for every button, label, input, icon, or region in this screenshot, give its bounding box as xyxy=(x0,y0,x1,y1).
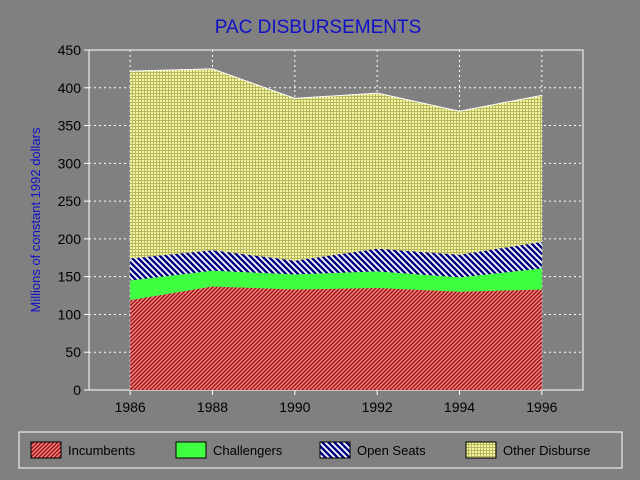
legend-item-open-seats: Open Seats xyxy=(319,441,426,459)
legend-swatch xyxy=(30,441,62,459)
y-tick-label: 50 xyxy=(65,344,81,360)
stacked-areas xyxy=(130,68,542,390)
y-tick-label: 100 xyxy=(58,306,82,322)
area-incumbents xyxy=(130,286,542,390)
legend-label: Incumbents xyxy=(68,443,136,458)
legend-label: Open Seats xyxy=(357,443,426,458)
y-tick-label: 400 xyxy=(58,80,82,96)
x-tick-label: 1994 xyxy=(444,399,475,415)
x-tick-label: 1990 xyxy=(279,399,310,415)
y-tick-label: 300 xyxy=(58,155,82,171)
y-axis-label: Millions of constant 1992 dollars xyxy=(28,127,43,312)
legend-item-other-disburse: Other Disburse xyxy=(465,441,590,459)
y-tick-label: 200 xyxy=(58,231,82,247)
area-open-seats xyxy=(130,241,542,281)
area-challengers xyxy=(130,268,542,301)
chart-title: PAC DISBURSEMENTS xyxy=(215,17,422,38)
y-tick-label: 350 xyxy=(58,118,82,134)
legend-swatch xyxy=(319,441,351,459)
area-other-disburse xyxy=(130,68,542,261)
legend-label: Challengers xyxy=(213,443,283,458)
x-tick-label: 1988 xyxy=(197,399,228,415)
y-tick-label: 250 xyxy=(58,193,82,209)
x-axis-ticks: 1986 1988 1990 1992 1994 1996 xyxy=(115,390,558,415)
y-tick-label: 0 xyxy=(73,382,81,398)
y-tick-label: 150 xyxy=(58,269,82,285)
legend-swatch xyxy=(175,441,207,459)
x-tick-label: 1986 xyxy=(115,399,146,415)
x-tick-label: 1992 xyxy=(362,399,393,415)
x-tick-label: 1996 xyxy=(526,399,557,415)
y-axis-ticks: 0 50 100 150 200 250 300 350 400 450 xyxy=(58,42,89,398)
total-outline xyxy=(130,68,542,112)
y-tick-label: 450 xyxy=(58,42,82,58)
legend: Incumbents Challengers Open Seats Other Dis… xyxy=(30,441,590,459)
legend-swatch xyxy=(465,441,497,459)
legend-item-challengers: Challengers xyxy=(175,441,283,459)
legend-item-incumbents: Incumbents xyxy=(30,441,136,459)
legend-label: Other Disburse xyxy=(503,443,590,458)
